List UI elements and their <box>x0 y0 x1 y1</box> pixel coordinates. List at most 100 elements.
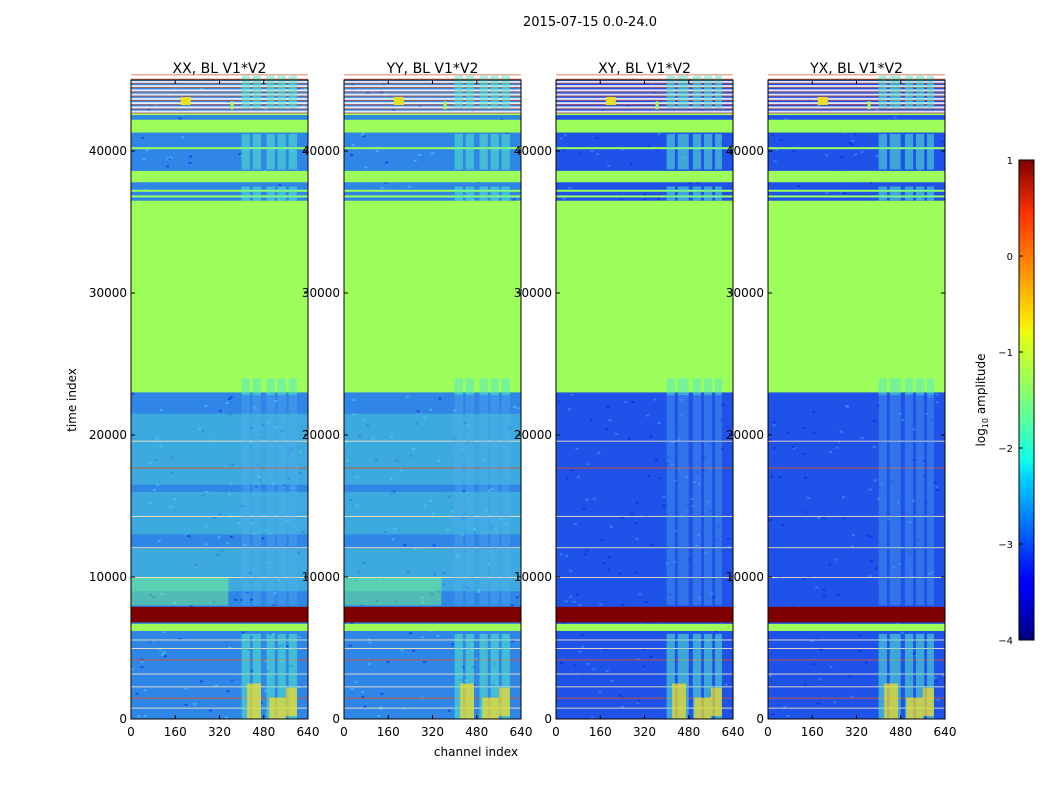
rfi-channel-stripe <box>479 378 488 396</box>
noise-speck <box>212 601 216 604</box>
stripe-line <box>344 108 521 110</box>
noise-speck <box>467 527 471 530</box>
panel-title: YX, BL V1*V2 <box>809 61 903 77</box>
noise-speck <box>918 169 922 172</box>
noise-speck <box>188 161 192 164</box>
x-tick-label: 640 <box>722 725 745 739</box>
noise-speck <box>364 166 368 169</box>
hot-spot <box>694 697 711 719</box>
noise-speck <box>908 551 912 554</box>
rfi-channel-stripe <box>889 633 901 719</box>
colorbar-tick-label: −3 <box>998 540 1013 551</box>
noise-speck <box>455 554 459 557</box>
noise-speck <box>272 482 276 485</box>
noise-speck <box>875 108 879 111</box>
rfi-channel-stripe <box>277 75 286 109</box>
noise-speck <box>934 680 938 683</box>
noise-speck <box>349 498 353 501</box>
noise-speck <box>778 476 782 479</box>
noise-speck <box>204 525 208 528</box>
stripe-line <box>768 108 945 110</box>
noise-speck <box>392 108 396 111</box>
noise-speck <box>815 638 819 641</box>
noise-speck <box>599 603 603 606</box>
noise-speck <box>477 589 481 592</box>
noise-speck <box>504 522 508 525</box>
rfi-channel-stripe <box>465 395 474 606</box>
noise-speck <box>779 138 783 141</box>
noise-speck <box>870 535 874 538</box>
noise-speck <box>657 133 661 136</box>
noise-speck <box>578 650 582 653</box>
noise-speck <box>256 475 260 478</box>
noise-speck <box>418 153 422 156</box>
rfi-channel-stripe <box>927 75 934 109</box>
noise-speck <box>391 538 395 541</box>
noise-speck <box>463 422 467 425</box>
stripe-line <box>131 108 308 110</box>
y-tick-label: 10000 <box>89 570 127 584</box>
noise-speck <box>850 143 854 146</box>
noise-speck <box>225 716 229 719</box>
noise-speck <box>608 419 612 422</box>
flagged-block <box>556 200 733 393</box>
noise-speck <box>564 600 568 603</box>
stripe-line <box>768 112 945 114</box>
noise-speck <box>667 456 671 459</box>
noise-speck <box>559 661 563 664</box>
y-tick-label: 10000 <box>726 570 764 584</box>
noise-speck <box>586 662 590 665</box>
noise-speck <box>169 156 173 159</box>
noise-speck <box>228 413 232 416</box>
noise-speck <box>403 544 407 547</box>
rfi-line <box>556 697 733 699</box>
noise-speck <box>925 412 929 415</box>
hot-spot <box>482 697 499 719</box>
rfi-channel-stripe <box>878 395 887 606</box>
noise-speck <box>679 414 683 417</box>
rfi-channel-stripe <box>454 633 463 719</box>
colorbar-tick-label: 0 <box>1007 252 1013 263</box>
noise-speck <box>437 590 441 593</box>
rfi-channel-stripe <box>692 395 702 606</box>
noise-speck <box>437 459 441 462</box>
rfi-line <box>768 659 945 661</box>
stripe-line <box>556 89 733 92</box>
noise-speck <box>626 104 630 107</box>
noise-speck <box>570 469 574 472</box>
noise-speck <box>619 197 623 200</box>
noise-speck <box>833 558 837 561</box>
noise-speck <box>189 155 193 158</box>
noise-speck <box>851 139 855 142</box>
noise-speck <box>922 474 926 477</box>
noise-speck <box>217 536 221 539</box>
noise-speck <box>864 661 868 664</box>
noise-speck <box>375 600 379 603</box>
noise-speck <box>592 497 596 500</box>
noise-speck <box>345 459 349 462</box>
noise-speck <box>282 484 286 487</box>
rfi-channel-stripe <box>703 75 713 109</box>
noise-speck <box>592 668 596 671</box>
y-tick-label: 0 <box>332 712 340 726</box>
rfi-channel-stripe <box>266 133 275 170</box>
stripe-line <box>768 102 945 105</box>
noise-speck <box>833 701 837 704</box>
noise-speck <box>587 463 591 466</box>
stripe-line <box>344 104 521 106</box>
noise-speck <box>212 517 216 520</box>
noise-speck <box>892 566 896 569</box>
rfi-line <box>768 440 945 442</box>
noise-speck <box>350 688 354 691</box>
rfi-line <box>556 515 733 517</box>
source-blip <box>443 101 447 110</box>
noise-speck <box>900 631 904 634</box>
saturated-block <box>344 606 521 623</box>
stripe-line <box>344 72 521 75</box>
noise-speck <box>286 519 290 522</box>
noise-speck <box>677 438 681 441</box>
stripe-line <box>344 78 521 80</box>
noise-speck <box>687 558 691 561</box>
band-structure <box>344 577 442 606</box>
noise-speck <box>689 182 693 185</box>
